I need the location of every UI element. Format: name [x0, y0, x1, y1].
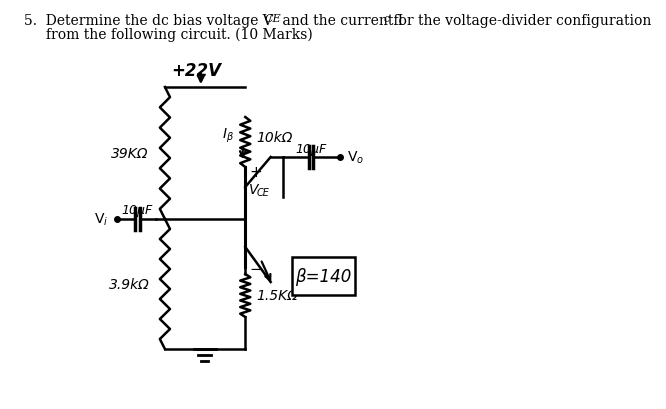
Text: β=140: β=140 [295, 267, 352, 285]
Text: c: c [383, 14, 390, 24]
Text: −: − [250, 262, 262, 277]
Text: 1.5KΩ: 1.5KΩ [256, 289, 298, 303]
Text: CE: CE [264, 14, 281, 24]
Text: +22V: +22V [172, 62, 222, 80]
Text: 39KΩ: 39KΩ [111, 147, 148, 161]
Text: 3.9kΩ: 3.9kΩ [109, 277, 150, 291]
Text: 10kΩ: 10kΩ [256, 131, 293, 145]
Bar [292, 257, 355, 295]
Text: 5.  Determine the dc bias voltage V: 5. Determine the dc bias voltage V [24, 14, 272, 28]
Text: and the current I: and the current I [278, 14, 404, 28]
Text: for the voltage-divider configuration: for the voltage-divider configuration [389, 14, 651, 28]
Text: 10μF: 10μF [295, 143, 326, 155]
Text: CE: CE [256, 188, 269, 198]
Text: I$_\beta$: I$_\beta$ [222, 126, 234, 145]
Text: V$_i$: V$_i$ [94, 211, 109, 228]
Text: from the following circuit. (10 Marks): from the following circuit. (10 Marks) [24, 28, 312, 42]
Text: V: V [248, 182, 258, 196]
Text: +: + [250, 165, 262, 180]
Text: V$_o$: V$_o$ [347, 149, 364, 166]
Text: 10μF: 10μF [122, 204, 153, 216]
